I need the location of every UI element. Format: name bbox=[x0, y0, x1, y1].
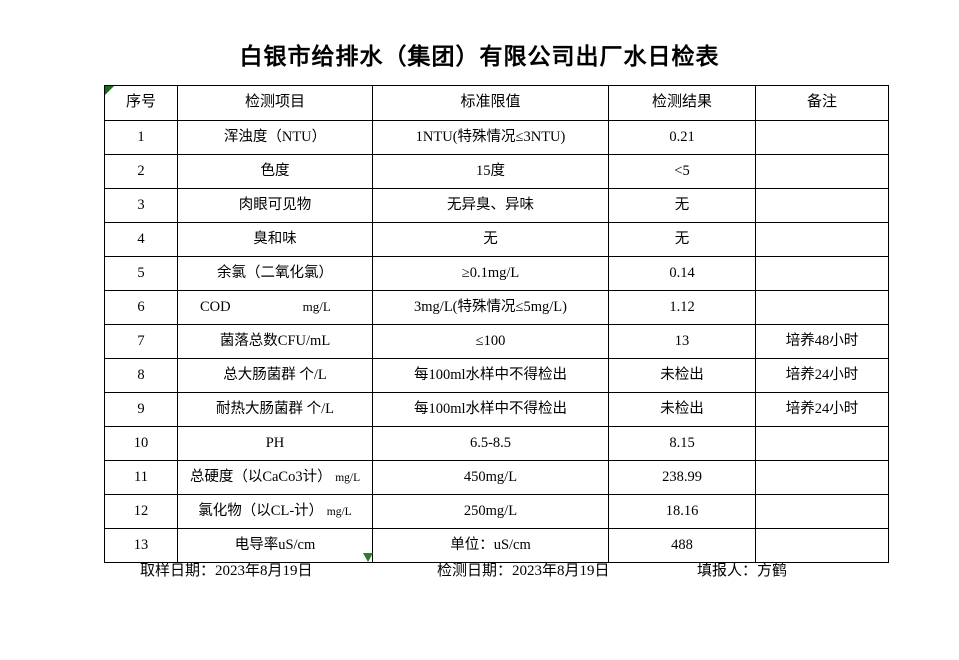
cell-result: 未检出 bbox=[608, 392, 756, 427]
cell-result: <5 bbox=[608, 154, 756, 189]
cell-item-name: 氯化物（以CL-计） bbox=[198, 503, 324, 520]
cell-note bbox=[755, 528, 889, 563]
cell-no: 4 bbox=[104, 222, 178, 257]
column-header-result: 检测结果 bbox=[608, 85, 756, 121]
column-header-note: 备注 bbox=[755, 85, 889, 121]
table-row: 9 耐热大肠菌群 个/L 每100ml水样中不得检出 未检出 培养24小时 bbox=[104, 392, 889, 427]
table-row: 12 氯化物（以CL-计） mg/L 250mg/L 18.16 bbox=[104, 494, 889, 529]
table-row: 5 余氯（二氧化氯） ≥0.1mg/L 0.14 bbox=[104, 256, 889, 291]
cell-result: 238.99 bbox=[608, 460, 756, 495]
cell-item: COD mg/L bbox=[177, 290, 373, 325]
cell-result: 无 bbox=[608, 222, 756, 257]
cell-limit: ≤100 bbox=[372, 324, 609, 359]
sample-date-label: 取样日期：2023年8月19日 bbox=[140, 563, 313, 579]
table-body: 1 浑浊度（NTU） 1NTU(特殊情况≤3NTU) 0.21 2 色度 15度 <5 3 肉眼可… bbox=[104, 120, 889, 563]
column-header-no: 序号 bbox=[104, 85, 178, 121]
table-row: 3 肉眼可见物 无异臭、异味无 bbox=[104, 188, 889, 223]
cell-note: 培养24小时 bbox=[755, 392, 889, 427]
column-header-limit: 标准限值 bbox=[372, 85, 609, 121]
cell-no: 8 bbox=[104, 358, 178, 393]
cell-result: 18.16 bbox=[608, 494, 756, 529]
cell-limit: 无 bbox=[372, 222, 609, 257]
cell-item-inline: COD mg/L bbox=[179, 299, 372, 316]
cell-limit: 每100ml水样中不得检出 bbox=[372, 392, 609, 427]
cell-item: 臭和味 bbox=[177, 222, 373, 257]
cell-note bbox=[755, 494, 889, 529]
cell-result: 无 bbox=[608, 188, 756, 223]
cell-limit: 450mg/L bbox=[372, 460, 609, 495]
cell-note: 培养48小时 bbox=[755, 324, 889, 359]
cell-item-unit: mg/L bbox=[302, 299, 331, 315]
cell-note: 培养24小时 bbox=[755, 358, 889, 393]
cell-item: 电导率uS/cm bbox=[177, 528, 373, 563]
cell-result: 8.15 bbox=[608, 426, 756, 461]
cell-no: 6 bbox=[104, 290, 178, 325]
cell-item: 菌落总数CFU/mL bbox=[177, 324, 373, 359]
cell-note bbox=[755, 188, 889, 223]
cell-no: 1 bbox=[104, 120, 178, 155]
table-row: 7 菌落总数CFU/mL ≤100 13 培养48小时 bbox=[104, 324, 889, 359]
cell-no: 9 bbox=[104, 392, 178, 427]
cell-note bbox=[755, 460, 889, 495]
report-table-container: 序号 检测项目 标准限值 检测结果 备注 1 浑浊度（NTU） 1NTU(特殊情况≤… bbox=[104, 85, 889, 563]
table-header-row: 序号 检测项目 标准限值 检测结果 备注 bbox=[104, 85, 889, 121]
cell-no: 5 bbox=[104, 256, 178, 291]
footer: 取样日期：2023年8月19日 检测日期：2023年8月19日 填报人：方鹤 bbox=[104, 558, 888, 584]
table-row: 10 PH 6.5-8.5 8.15 bbox=[104, 426, 889, 461]
cell-result: 488 bbox=[608, 528, 756, 563]
cell-result: 未检出 bbox=[608, 358, 756, 393]
table-row: 8 总大肠菌群 个/L 每100ml水样中不得检出 未检出 培养24小时 bbox=[104, 358, 889, 393]
page-title: 白银市给排水（集团）有限公司出厂水日检表 bbox=[239, 44, 720, 69]
cell-result: 0.14 bbox=[608, 256, 756, 291]
cell-limit: 15度 bbox=[372, 154, 609, 189]
cell-result: 0.21 bbox=[608, 120, 756, 155]
cell-no: 13 bbox=[104, 528, 178, 563]
cell-limit: 1NTU(特殊情况≤3NTU) bbox=[372, 120, 609, 155]
cell-no: 2 bbox=[104, 154, 178, 189]
cell-item: 肉眼可见物 bbox=[177, 188, 373, 223]
cell-item: 浑浊度（NTU） bbox=[177, 120, 373, 155]
cell-note bbox=[755, 222, 889, 257]
cell-note bbox=[755, 426, 889, 461]
cell-no: 10 bbox=[104, 426, 178, 461]
cell-note bbox=[755, 256, 889, 291]
filer-label: 填报人：方鹤 bbox=[697, 563, 788, 579]
cell-item-unit: mg/L bbox=[335, 472, 361, 485]
cell-note bbox=[755, 120, 889, 155]
cell-result: 13 bbox=[608, 324, 756, 359]
cell-item: 余氯（二氧化氯） bbox=[177, 256, 373, 291]
cell-limit: 3mg/L(特殊情况≤5mg/L) bbox=[372, 290, 609, 325]
cell-limit: 250mg/L bbox=[372, 494, 609, 529]
cell-item: 氯化物（以CL-计） mg/L bbox=[177, 494, 373, 529]
cell-item: PH bbox=[177, 426, 373, 461]
cell-limit: 每100ml水样中不得检出 bbox=[372, 358, 609, 393]
cell-no: 7 bbox=[104, 324, 178, 359]
cell-note bbox=[755, 154, 889, 189]
column-header-item: 检测项目 bbox=[177, 85, 373, 121]
test-date-label: 检测日期：2023年8月19日 bbox=[437, 563, 610, 579]
cell-no: 12 bbox=[104, 494, 178, 529]
table-row: 4 臭和味无无 bbox=[104, 222, 889, 257]
cell-no: 11 bbox=[104, 460, 178, 495]
table-row: 6 COD mg/L 3mg/L(特殊情况≤5mg/L) 1.12 bbox=[104, 290, 889, 325]
cell-result: 1.12 bbox=[608, 290, 756, 325]
cell-item: 总硬度（以CaCo3计） mg/L bbox=[177, 460, 373, 495]
table-row: 2 色度 15度 <5 bbox=[104, 154, 889, 189]
table-row: 11 总硬度（以CaCo3计） mg/L 450mg/L 238.99 bbox=[104, 460, 889, 495]
cell-limit: 无异臭、异味 bbox=[372, 188, 609, 223]
cell-note bbox=[755, 290, 889, 325]
cell-item: 耐热大肠菌群 个/L bbox=[177, 392, 373, 427]
cell-item-name: 总硬度（以CaCo3计） bbox=[189, 469, 332, 486]
cell-limit: ≥0.1mg/L bbox=[372, 256, 609, 291]
cell-item: 色度 bbox=[177, 154, 373, 189]
cell-item-name: COD bbox=[200, 299, 231, 316]
table-row: 1 浑浊度（NTU） 1NTU(特殊情况≤3NTU) 0.21 bbox=[104, 120, 889, 155]
water-quality-table: 序号 检测项目 标准限值 检测结果 备注 1 浑浊度（NTU） 1NTU(特殊情况≤… bbox=[104, 85, 889, 563]
cell-item-unit: mg/L bbox=[326, 506, 352, 519]
cell-item: 总大肠菌群 个/L bbox=[177, 358, 373, 393]
cell-no: 3 bbox=[104, 188, 178, 223]
cell-limit: 6.5-8.5 bbox=[372, 426, 609, 461]
table-row: 13 电导率uS/cm 单位：uS/cm 488 bbox=[104, 528, 889, 563]
